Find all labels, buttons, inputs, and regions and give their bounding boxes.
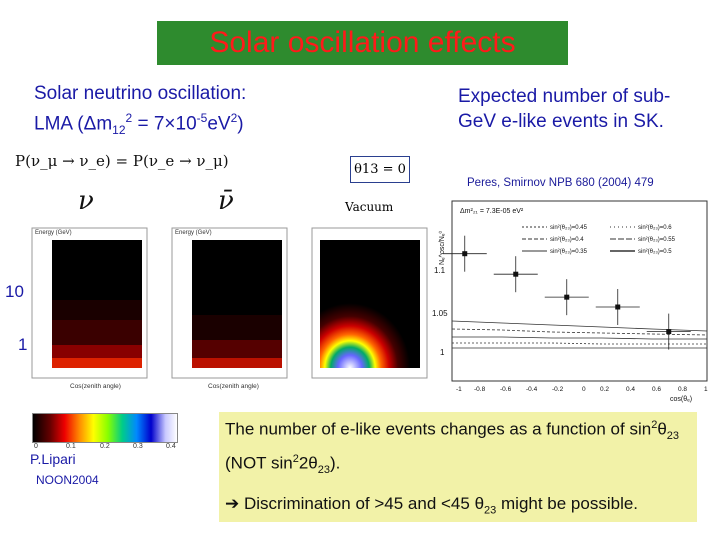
left-heading-line2: LMA (Δm122 = 7×10-5eV2)	[34, 111, 244, 138]
energy-tick-1: 1	[18, 335, 28, 354]
svg-text:1: 1	[704, 386, 708, 393]
plot-data-points	[442, 235, 691, 350]
neutrino-label: ν	[78, 186, 94, 216]
svg-text:-0.8: -0.8	[474, 386, 486, 393]
probability-formula: P(ν_μ → ν_e) = P(ν_e → ν_μ)	[15, 152, 229, 170]
colorbar-tick-0: 0	[34, 443, 38, 450]
ytick-1.1: 1.1	[434, 266, 446, 275]
panel-energy-label-2: Energy (GeV)	[175, 230, 212, 236]
theta13-box: θ13 = 0	[350, 156, 410, 183]
panel-cos-label-2: Cos(zenith angle)	[208, 383, 259, 390]
plot-xlabel: cos(θₑ)	[670, 396, 692, 403]
ytick-1.05: 1.05	[432, 309, 448, 318]
svg-text:-0.2: -0.2	[552, 386, 564, 393]
svg-text:sin²(θ₂₃)=0.45: sin²(θ₂₃)=0.45	[550, 225, 588, 231]
arrow-icon: ➔	[225, 494, 240, 514]
slide-title-banner: Solar oscillation effects	[157, 21, 568, 65]
conference-label: NOON2004	[36, 473, 99, 487]
panel-cos-label-1: Cos(zenith angle)	[70, 383, 121, 390]
author-label: P.Lipari	[30, 451, 76, 467]
antineutrino-label: ν̄	[218, 186, 234, 216]
svg-text:-1: -1	[456, 386, 462, 393]
svg-text:sin²(θ₂₃)=0.4: sin²(θ₂₃)=0.4	[550, 237, 584, 243]
ytick-1: 1	[440, 348, 445, 357]
svg-text:0.6: 0.6	[652, 386, 661, 393]
plot-xticks: -1 -0.8 -0.6 -0.4 -0.2 0 0.2 0.4 0.6 0.8 1	[456, 386, 708, 393]
colorbar-tick-4: 0.4	[166, 443, 176, 450]
conclusion-text-box: The number of e-like events changes as a…	[219, 412, 697, 522]
data-point	[666, 329, 672, 335]
left-heading-line1: Solar neutrino oscillation:	[34, 83, 247, 104]
plot-ylabel: Nₑ^osc/Nₑ⁰	[438, 231, 446, 265]
svg-text:sin²(θ₂₃)=0.55: sin²(θ₂₃)=0.55	[638, 237, 676, 243]
conclusion-line1: The number of e-like events changes as a…	[225, 419, 680, 477]
reference-citation: Peres, Smirnov NPB 680 (2004) 479	[467, 177, 654, 189]
svg-text:sin²(θ₂₃)=0.5: sin²(θ₂₃)=0.5	[638, 249, 672, 255]
svg-text:sin²(θ₂₃)=0.35: sin²(θ₂₃)=0.35	[550, 249, 588, 255]
sk-events-plot: Δm²₂₁ = 7.3E-05 eV² sin²(θ₂₃)=0.45 sin²(…	[432, 200, 708, 403]
svg-text:-0.4: -0.4	[526, 386, 538, 393]
svg-text:0.8: 0.8	[678, 386, 687, 393]
colorbar-tick-1: 0.1	[66, 443, 76, 450]
plot-legend: sin²(θ₂₃)=0.45 sin²(θ₂₃)=0.4 sin²(θ₂₃)=0…	[522, 225, 676, 255]
vacuum-label: Vacuum	[345, 200, 394, 214]
slide-title: Solar oscillation effects	[209, 26, 516, 59]
svg-text:0.4: 0.4	[626, 386, 635, 393]
data-point	[513, 271, 519, 277]
colorbar-tick-2: 0.2	[100, 443, 110, 450]
colorbar-tick-3: 0.3	[133, 443, 143, 450]
svg-text:0: 0	[582, 386, 586, 393]
data-point	[564, 294, 570, 300]
panel-energy-label-1: Energy (GeV)	[35, 230, 72, 236]
color-scale-bar	[32, 413, 178, 443]
right-heading: Expected number of sub-GeV e-like events…	[458, 86, 671, 132]
conclusion-line2: ➔ Discrimination of >45 and <45 θ23 migh…	[225, 494, 639, 517]
svg-text:-0.6: -0.6	[500, 386, 512, 393]
left-heading: Solar neutrino oscillation: LMA (Δm122 =…	[34, 82, 246, 142]
energy-tick-10: 10	[5, 282, 24, 301]
data-point	[615, 304, 621, 310]
svg-text:0.2: 0.2	[600, 386, 609, 393]
svg-text:sin²(θ₂₃)=0.6: sin²(θ₂₃)=0.6	[638, 225, 672, 231]
oscillogram-panels: Energy (GeV) Energy (GeV) Cos(zenith ang…	[31, 227, 428, 390]
plot-legend-header: Δm²₂₁ = 7.3E-05 eV²	[460, 208, 524, 215]
data-point	[462, 251, 468, 257]
